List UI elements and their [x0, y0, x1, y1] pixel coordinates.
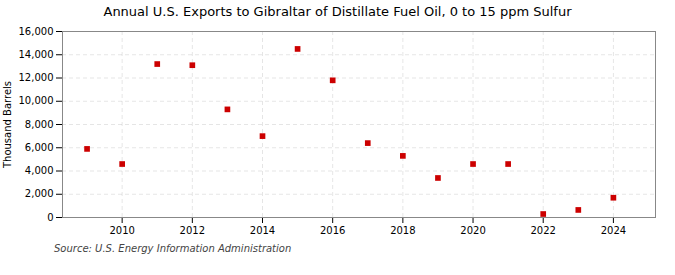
- svg-text:2020: 2020: [460, 225, 485, 236]
- svg-text:2016: 2016: [320, 225, 345, 236]
- svg-text:Thousand Barrels: Thousand Barrels: [2, 81, 13, 169]
- svg-text:2012: 2012: [180, 225, 205, 236]
- html-text:Source: U.S. Energy Informatio: Source: U.S. Energy Information Administ…: [54, 243, 292, 254]
- svg-text:6,000: 6,000: [25, 142, 54, 153]
- svg-text:4,000: 4,000: [25, 165, 54, 176]
- svg-text:0: 0: [47, 212, 53, 223]
- svg-text:2010: 2010: [109, 225, 134, 236]
- svg-text:10,000: 10,000: [19, 95, 54, 106]
- svg-text:2024: 2024: [601, 225, 626, 236]
- svg-text:16,000: 16,000: [19, 26, 54, 37]
- svg-text:2018: 2018: [390, 225, 415, 236]
- svg-text:2022: 2022: [530, 225, 555, 236]
- svg-text:2014: 2014: [250, 225, 275, 236]
- svg-text:8,000: 8,000: [25, 119, 54, 130]
- svg-text:2,000: 2,000: [25, 188, 54, 199]
- svg-text:14,000: 14,000: [19, 49, 54, 60]
- html-text:Annual U.S. Exports to Gibralt: Annual U.S. Exports to Gibraltar of Dist…: [103, 4, 572, 19]
- svg-text:12,000: 12,000: [19, 72, 54, 83]
